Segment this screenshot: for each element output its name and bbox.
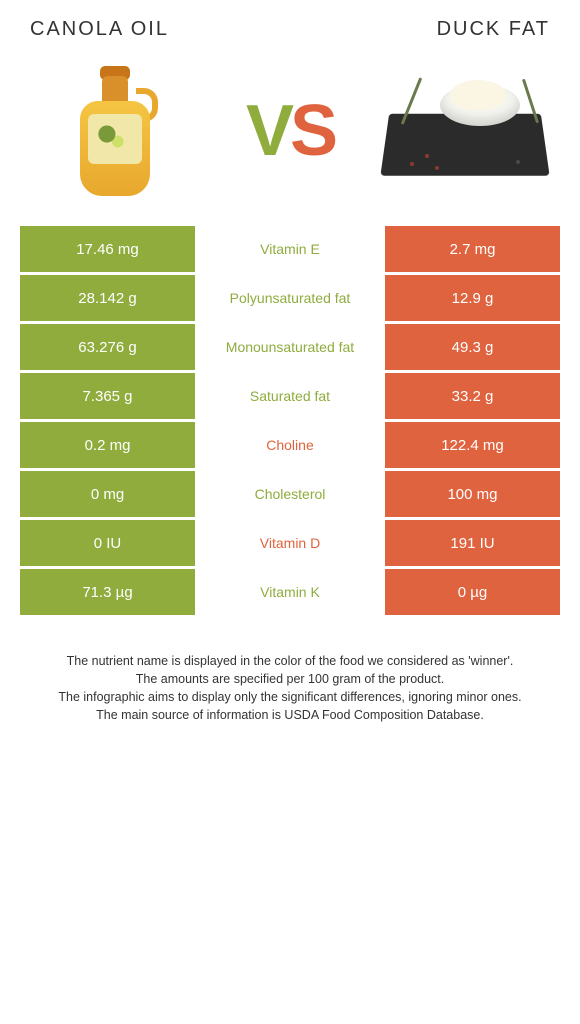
table-row: 0 mgCholesterol100 mg (20, 471, 560, 520)
value-left: 0.2 mg (20, 422, 195, 468)
table-row: 71.3 µgVitamin K0 µg (20, 569, 560, 618)
table-row: 0 IUVitamin D191 IU (20, 520, 560, 569)
value-right: 49.3 g (385, 324, 560, 370)
footer-line: The amounts are specified per 100 gram o… (30, 671, 550, 688)
nutrient-label: Vitamin D (195, 520, 385, 566)
value-right: 0 µg (385, 569, 560, 615)
nutrient-label: Cholesterol (195, 471, 385, 517)
value-right: 33.2 g (385, 373, 560, 419)
value-left: 7.365 g (20, 373, 195, 419)
table-row: 63.276 gMonounsaturated fat49.3 g (20, 324, 560, 373)
table-row: 17.46 mgVitamin E2.7 mg (20, 226, 560, 275)
nutrient-label: Polyunsaturated fat (195, 275, 385, 321)
hero-row: VS (0, 51, 580, 226)
table-row: 7.365 gSaturated fat33.2 g (20, 373, 560, 422)
comparison-table: 17.46 mgVitamin E2.7 mg28.142 gPolyunsat… (0, 226, 580, 618)
nutrient-label: Vitamin K (195, 569, 385, 615)
value-right: 12.9 g (385, 275, 560, 321)
footer-notes: The nutrient name is displayed in the co… (0, 618, 580, 745)
vs-label: VS (246, 90, 334, 172)
canola-oil-image (30, 61, 200, 201)
nutrient-label: Saturated fat (195, 373, 385, 419)
duck-fat-image (380, 61, 550, 201)
value-right: 191 IU (385, 520, 560, 566)
footer-line: The main source of information is USDA F… (30, 707, 550, 724)
header: CANOLA OIL DUCK FAT (0, 0, 580, 51)
nutrient-label: Vitamin E (195, 226, 385, 272)
value-left: 17.46 mg (20, 226, 195, 272)
value-right: 122.4 mg (385, 422, 560, 468)
table-row: 0.2 mgCholine122.4 mg (20, 422, 560, 471)
value-right: 100 mg (385, 471, 560, 517)
title-right: DUCK FAT (437, 18, 550, 41)
footer-line: The infographic aims to display only the… (30, 689, 550, 706)
footer-line: The nutrient name is displayed in the co… (30, 653, 550, 670)
value-left: 71.3 µg (20, 569, 195, 615)
value-left: 0 IU (20, 520, 195, 566)
nutrient-label: Choline (195, 422, 385, 468)
title-left: CANOLA OIL (30, 18, 169, 41)
table-row: 28.142 gPolyunsaturated fat12.9 g (20, 275, 560, 324)
value-right: 2.7 mg (385, 226, 560, 272)
value-left: 0 mg (20, 471, 195, 517)
vs-s: S (290, 90, 334, 172)
vs-v: V (246, 90, 290, 172)
nutrient-label: Monounsaturated fat (195, 324, 385, 370)
value-left: 28.142 g (20, 275, 195, 321)
value-left: 63.276 g (20, 324, 195, 370)
